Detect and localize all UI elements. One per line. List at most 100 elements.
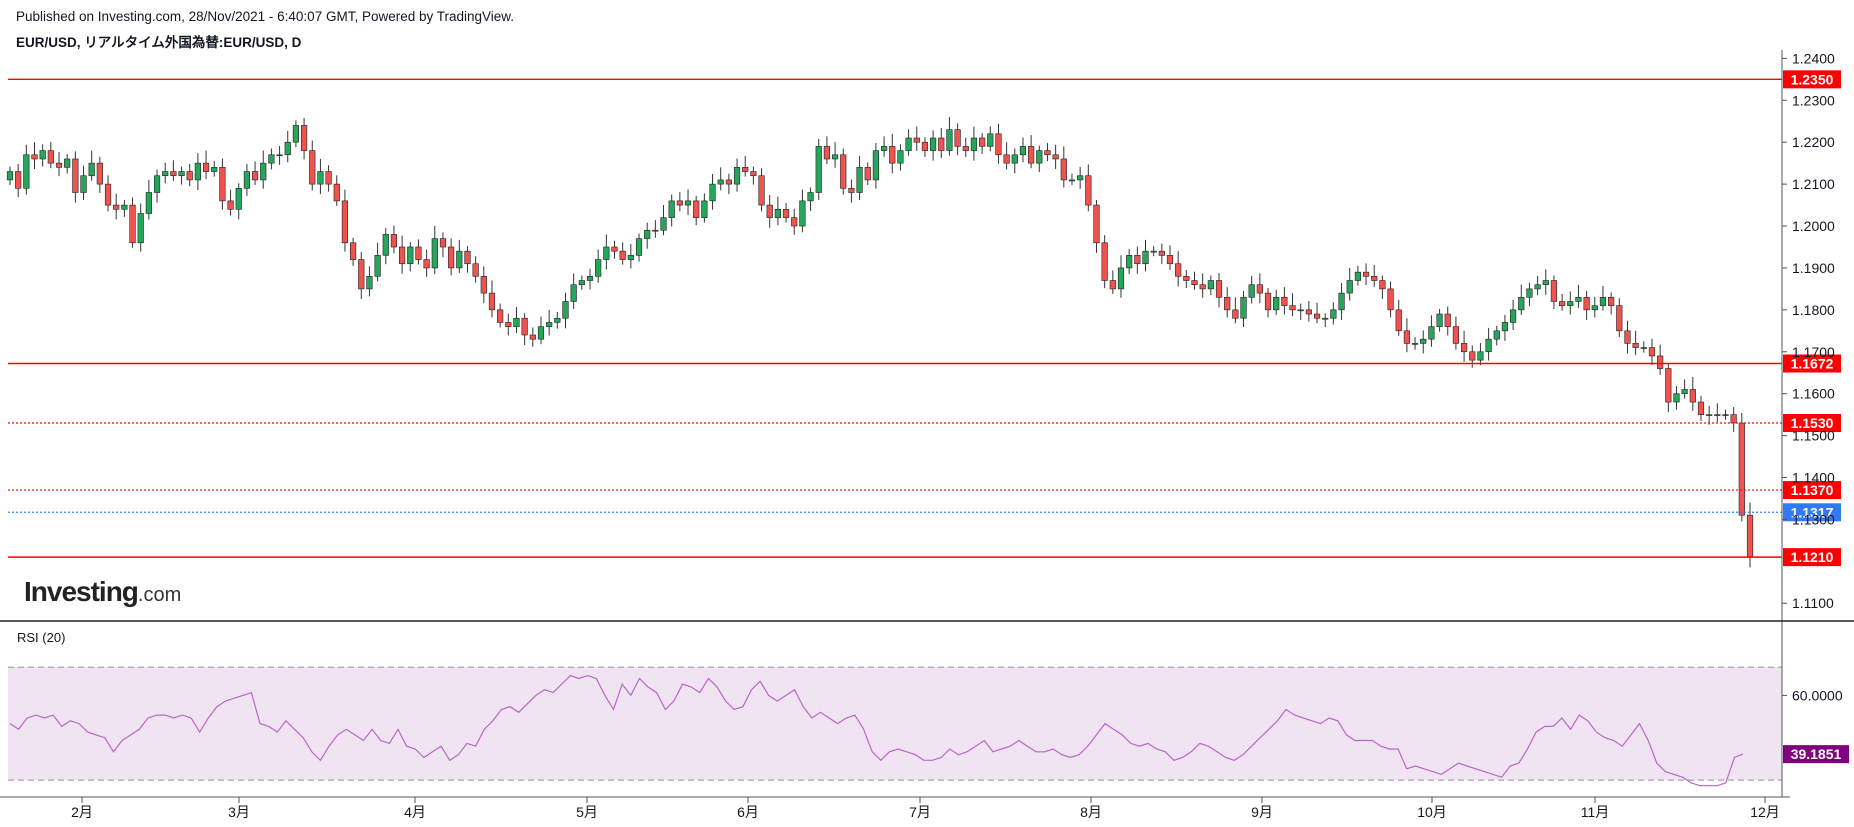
candle (782, 202, 790, 223)
candle-body (546, 322, 553, 327)
time-tick-label: 2月 (71, 804, 93, 820)
candle (684, 189, 692, 216)
level-label-bg (1783, 503, 1841, 522)
candle (529, 327, 536, 347)
candle (349, 237, 357, 266)
candle-body (774, 208, 781, 218)
candle-body (1452, 326, 1460, 344)
candle (938, 127, 945, 159)
candle-body (1722, 414, 1729, 416)
candle (905, 129, 912, 156)
candle (1338, 283, 1345, 320)
candle (456, 239, 463, 273)
candle (31, 142, 38, 170)
candle-body (979, 137, 986, 147)
candle (848, 179, 855, 203)
candle (717, 167, 724, 191)
candle-body (64, 158, 71, 168)
candle (521, 313, 528, 346)
candle (341, 189, 349, 252)
candle-body (823, 146, 831, 160)
price-tick-label: 1.2100 (1792, 176, 1835, 192)
candle-body (766, 204, 773, 218)
candle-body (1175, 263, 1182, 277)
candle (227, 189, 234, 216)
candle (145, 179, 152, 220)
rsi-title: RSI (20) (17, 630, 66, 645)
candle-body (554, 317, 561, 323)
candle (292, 120, 300, 148)
candle (80, 165, 87, 201)
candle (39, 144, 46, 167)
candle-body (954, 129, 961, 147)
candle-body (72, 158, 79, 193)
time-tick-label: 10月 (1417, 804, 1447, 820)
candle (856, 156, 863, 201)
candle-body (1183, 276, 1190, 281)
candle (72, 151, 79, 203)
candle (431, 226, 438, 275)
axes: 1.2400 1.2300 1.2200 1.2100 1.2000 1.1900 1.18… (0, 50, 1854, 820)
candles (6, 117, 1754, 568)
candle (946, 117, 953, 156)
candle (1052, 144, 1059, 170)
candle (570, 273, 577, 310)
candle (1044, 143, 1051, 162)
candle-body (660, 217, 667, 231)
candle-body (382, 234, 389, 256)
time-tick-label: 5月 (576, 804, 598, 820)
candle (864, 162, 871, 185)
candle (1420, 330, 1427, 354)
candle (644, 222, 651, 249)
candle-body (480, 276, 487, 294)
candle (1395, 299, 1402, 336)
level-label-bg (1783, 481, 1841, 500)
candle (1567, 291, 1574, 315)
candle-body (1591, 305, 1598, 311)
candle (1240, 290, 1247, 328)
candle (1665, 363, 1672, 413)
candle (1632, 330, 1639, 356)
candle (1485, 327, 1492, 361)
candle (284, 130, 291, 163)
candle-body (1289, 305, 1296, 311)
candle-body (848, 188, 855, 193)
candle (399, 235, 406, 274)
candle-body (88, 162, 95, 177)
level-label: 1.1672 (1791, 356, 1834, 372)
candle (374, 242, 381, 282)
candle (1215, 272, 1223, 308)
candle (23, 144, 30, 195)
candle (96, 156, 103, 193)
level-label-bg (1783, 414, 1841, 433)
candle-body (1518, 296, 1525, 311)
candle-body (521, 317, 528, 336)
candle (1060, 146, 1067, 188)
candle (1730, 407, 1737, 432)
candle (1207, 275, 1214, 296)
candle-body (635, 238, 643, 256)
candle-body (1706, 414, 1713, 416)
candle-body (595, 259, 602, 277)
candle (1346, 267, 1353, 301)
candle-body (1264, 292, 1272, 311)
candle-body (366, 276, 373, 290)
price-tick-label: 1.2200 (1792, 134, 1835, 150)
gridlines (8, 666, 1782, 781)
candle-body (260, 162, 267, 181)
level-label: 1.1370 (1791, 482, 1834, 498)
candle (1403, 318, 1411, 353)
candle (366, 266, 373, 297)
candle (1722, 409, 1729, 420)
candle (725, 173, 732, 195)
candle-body (562, 301, 569, 319)
candle-body (831, 154, 839, 160)
time-tick-label: 12月 (1750, 804, 1780, 820)
candle-body (840, 154, 847, 189)
candle-body (1714, 414, 1721, 416)
candle (995, 123, 1002, 164)
time-tick-label: 4月 (404, 804, 426, 820)
candle-body (701, 200, 708, 218)
candle-body (415, 246, 422, 260)
